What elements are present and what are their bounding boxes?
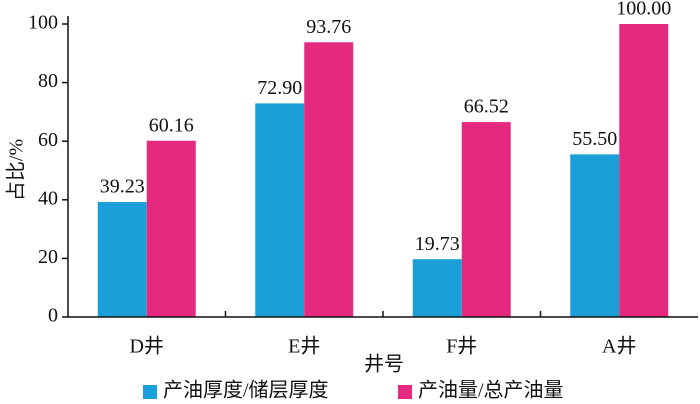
bar <box>619 24 669 317</box>
y-tick-label: 60 <box>38 129 58 151</box>
bar <box>97 202 147 317</box>
bar <box>304 42 354 317</box>
value-label: 60.16 <box>149 114 194 136</box>
x-tick-label: D井 <box>130 335 164 358</box>
value-label: 39.23 <box>100 176 145 198</box>
bar <box>255 103 305 317</box>
value-label: 55.50 <box>572 128 617 150</box>
x-tick-label: A井 <box>602 335 636 358</box>
legend-label: 产油厚度/储层厚度 <box>163 379 329 402</box>
y-tick-label: 40 <box>38 187 58 209</box>
bar <box>570 154 620 317</box>
x-tick-label: E井 <box>288 335 320 358</box>
y-tick-label: 0 <box>48 305 58 327</box>
legend-swatch <box>398 385 412 399</box>
legend-label: 产油量/总产油量 <box>418 379 564 402</box>
legend-swatch <box>143 385 157 399</box>
y-tick-label: 100 <box>28 12 58 34</box>
value-label: 100.00 <box>616 0 671 20</box>
x-tick-label: F井 <box>446 335 477 358</box>
value-label: 19.73 <box>415 233 460 255</box>
y-axis-title: 占比/% <box>5 139 28 201</box>
x-axis-title: 井号 <box>364 353 404 376</box>
value-label: 72.90 <box>257 77 302 99</box>
y-tick-label: 80 <box>38 70 58 92</box>
y-tick-label: 20 <box>38 246 58 268</box>
bar <box>412 259 462 317</box>
bar <box>146 140 196 317</box>
value-label: 93.76 <box>306 16 351 38</box>
bar <box>461 122 511 317</box>
value-label: 66.52 <box>464 96 509 118</box>
